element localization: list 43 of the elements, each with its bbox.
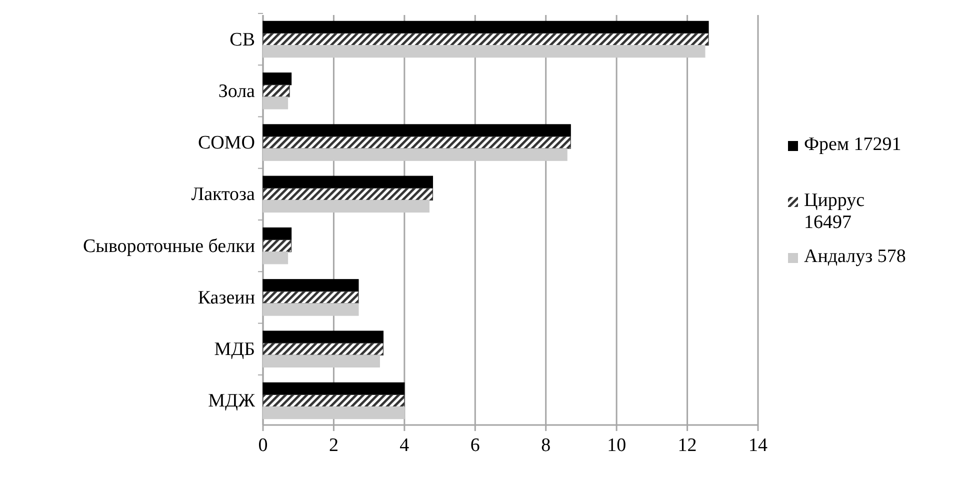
bar <box>262 303 359 316</box>
bar <box>262 342 384 356</box>
bar <box>262 354 380 368</box>
bar <box>262 72 292 86</box>
y-tick-label: Сывороточные белки <box>83 236 255 257</box>
x-tick-label: 14 <box>748 435 768 456</box>
bar <box>262 239 292 252</box>
bar <box>262 200 430 213</box>
bar <box>262 32 709 46</box>
bar <box>262 291 359 304</box>
y-tick-label: Казеин <box>198 287 255 308</box>
y-tick-label: СВ <box>230 29 255 50</box>
bar <box>262 406 405 420</box>
legend-label: Андалуз 578 <box>804 246 906 267</box>
bar <box>262 252 288 264</box>
y-tick-label: СОМО <box>198 132 255 154</box>
x-tick-label: 10 <box>607 435 626 456</box>
bar <box>262 44 706 58</box>
y-tick-label: Зола <box>218 80 256 102</box>
legend-label: Циррус 16497 <box>804 190 865 233</box>
y-tick-label: МДБ <box>214 339 255 360</box>
x-tick-label: 12 <box>678 435 697 456</box>
bar <box>262 136 571 149</box>
bar <box>262 188 434 201</box>
bar <box>262 84 290 98</box>
y-tick-label: Лактоза <box>191 184 256 206</box>
bar <box>262 279 359 292</box>
bar <box>262 227 292 240</box>
bar <box>262 148 568 161</box>
x-tick-label: 6 <box>470 435 480 456</box>
bar <box>262 124 571 137</box>
x-tick-label: 0 <box>258 435 268 456</box>
bar <box>262 330 384 344</box>
x-tick-label: 4 <box>400 435 410 456</box>
bar <box>262 20 709 34</box>
x-tick-label: 2 <box>328 435 338 456</box>
y-tick-label: МДЖ <box>208 390 256 412</box>
bar <box>262 394 405 408</box>
bar <box>262 96 288 110</box>
bar <box>262 382 405 396</box>
x-tick-label: 8 <box>541 435 551 456</box>
bar <box>262 176 434 188</box>
legend-label: Фрем 17291 <box>804 134 902 155</box>
